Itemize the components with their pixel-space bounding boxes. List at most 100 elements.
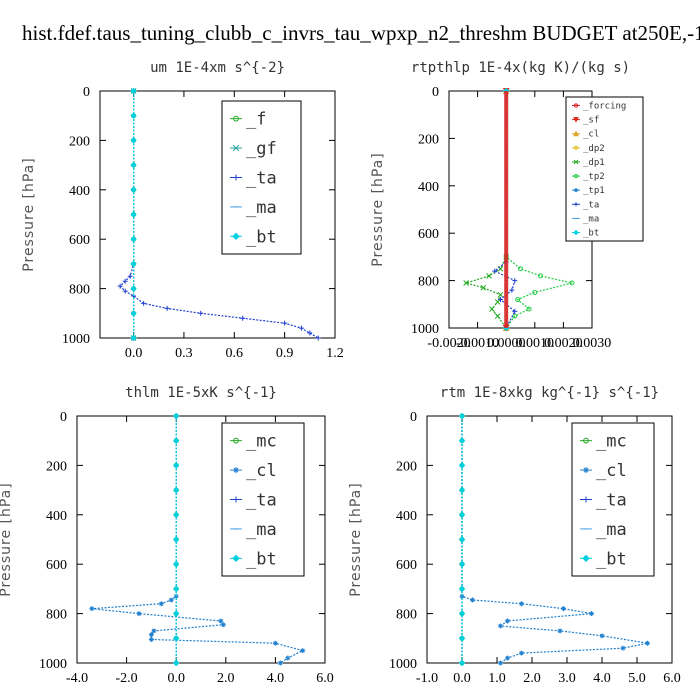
data-point	[532, 289, 538, 295]
x-tick-label: 3.0	[558, 671, 576, 686]
legend: _mc _cl _ta _ma _bt	[221, 422, 305, 577]
legend-label: _ta	[596, 491, 627, 511]
x-tick-label: 0.3	[175, 346, 193, 361]
legend-label: _mc	[596, 432, 627, 452]
legend-label: _mc	[246, 432, 277, 452]
data-point	[285, 655, 291, 661]
data-point	[458, 659, 466, 667]
y-axis-label: Pressure [hPa]	[0, 482, 14, 596]
series-bt	[172, 412, 180, 667]
y-tick-label: 200	[69, 134, 90, 149]
data-point	[130, 235, 137, 243]
data-point	[130, 285, 137, 292]
data-point	[130, 87, 137, 95]
x-tick-label: 6.0	[663, 671, 681, 686]
legend-label: _cl	[583, 130, 599, 140]
legend-label: _cl	[596, 461, 627, 481]
legend-marker	[573, 159, 579, 165]
series-line	[505, 91, 573, 329]
data-point	[218, 618, 224, 624]
data-point	[497, 291, 504, 298]
legend-marker	[573, 173, 579, 179]
data-point	[498, 660, 503, 666]
y-tick-label: 400	[396, 509, 417, 524]
y-tick-label: 600	[396, 558, 417, 573]
legend-marker	[233, 437, 239, 444]
series-dp1	[463, 88, 510, 331]
x-tick-label: 4.0	[267, 671, 285, 686]
y-tick-label: 600	[69, 233, 90, 248]
x-tick-label: 2.0	[217, 671, 235, 686]
series-line	[464, 91, 507, 329]
data-point	[509, 287, 515, 293]
legend-marker	[232, 232, 240, 241]
data-point	[148, 632, 154, 638]
y-tick-label: 600	[46, 558, 67, 573]
data-point	[277, 660, 283, 666]
data-point	[458, 412, 466, 420]
y-tick-label: 800	[396, 608, 417, 623]
series-bt	[458, 412, 466, 667]
data-point	[172, 635, 180, 642]
data-point	[300, 648, 306, 654]
x-tick-label: 5.0	[628, 671, 646, 686]
y-axis-label: Pressure [hPa]	[370, 152, 386, 266]
legend-label: _bt	[583, 229, 599, 239]
y-tick-label: 1000	[39, 657, 67, 672]
x-tick-label: 0.0	[125, 346, 143, 361]
legend-marker	[574, 188, 578, 193]
x-tick-label: -0.0020	[427, 336, 470, 351]
data-point	[458, 560, 466, 568]
data-point	[298, 325, 304, 331]
x-tick-label: 0.0	[167, 671, 185, 686]
series-bt	[130, 87, 137, 342]
y-tick-label: 0	[410, 410, 417, 425]
data-point	[130, 186, 137, 194]
legend-marker	[573, 103, 579, 108]
x-tick-label: 0.0	[453, 671, 471, 686]
x-tick-label: 2.0	[523, 671, 541, 686]
data-point	[512, 308, 518, 314]
data-point	[458, 610, 466, 617]
data-point	[130, 137, 137, 144]
x-tick-label: 0.9	[276, 346, 294, 361]
data-point	[172, 536, 180, 543]
data-point	[172, 486, 180, 494]
legend-marker	[232, 554, 240, 563]
legend-label: _ma	[246, 520, 277, 540]
data-point	[645, 640, 650, 646]
y-tick-label: 0	[83, 85, 90, 100]
y-tick-label: 0	[432, 85, 439, 100]
x-tick-label: 6.0	[316, 671, 334, 686]
legend-label: _sf	[583, 116, 599, 126]
data-point	[151, 628, 157, 634]
data-point	[315, 335, 321, 341]
data-point	[497, 297, 503, 303]
data-point	[172, 610, 180, 617]
data-point	[458, 635, 466, 642]
x-tick-label: -4.0	[66, 671, 88, 686]
data-point	[130, 161, 137, 169]
data-point	[557, 628, 563, 634]
y-axis-label: Pressure [hPa]	[348, 482, 364, 596]
data-point	[164, 305, 170, 311]
y-tick-label: 1000	[411, 322, 439, 337]
data-point	[497, 265, 504, 272]
data-point	[172, 462, 180, 469]
data-point	[486, 273, 492, 279]
legend-marker	[233, 174, 239, 181]
y-tick-label: 400	[418, 180, 439, 195]
x-tick-label: 4.0	[593, 671, 611, 686]
data-point	[172, 412, 180, 420]
x-tick-label: 0.0000	[487, 336, 526, 351]
data-point	[136, 611, 142, 617]
legend-label: _gf	[246, 139, 277, 159]
data-point	[518, 266, 523, 272]
y-tick-label: 800	[46, 608, 67, 623]
y-tick-label: 200	[46, 459, 67, 474]
legend-label: _ta	[246, 169, 277, 189]
data-point	[198, 310, 204, 316]
legend-marker	[583, 496, 589, 503]
data-point	[122, 278, 128, 284]
data-point	[505, 655, 510, 661]
